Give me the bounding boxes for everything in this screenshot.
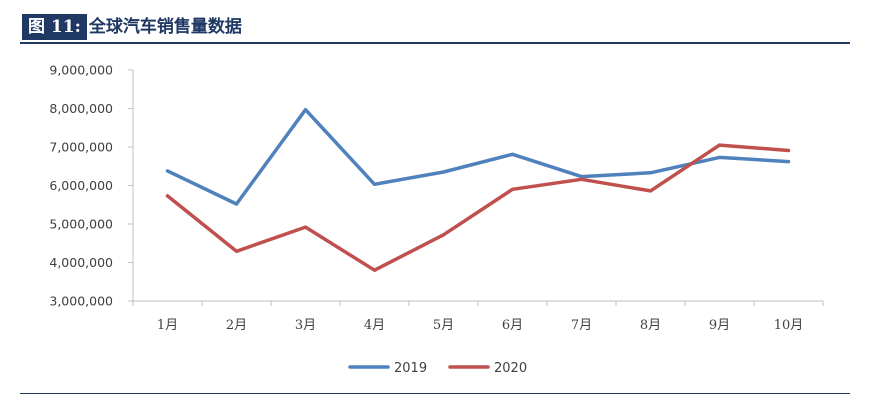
data-point-2019: [580, 175, 583, 179]
figure-header: 图 11: 全球汽车销售量数据: [22, 14, 242, 40]
legend-label-2020: 2020: [494, 361, 527, 376]
x-tick-label: 7月: [571, 318, 592, 333]
y-tick-label: 4,000,000: [49, 255, 113, 270]
x-tick-label: 5月: [433, 318, 454, 333]
x-tick-label: 4月: [364, 318, 385, 333]
y-axis-ticks: 3,000,000 4,000,000 5,000,000 6,000,000 7,00…: [49, 63, 133, 309]
data-point-2020: [442, 233, 445, 237]
data-point-2019: [373, 182, 376, 186]
y-tick-label: 6,000,000: [49, 178, 113, 193]
x-tick-label: 1月: [157, 318, 178, 333]
x-tick-label: 6月: [502, 318, 523, 333]
data-point-2020: [304, 225, 307, 229]
x-tick-label: 3月: [295, 318, 316, 333]
data-point-2019: [442, 170, 445, 174]
data-point-2020: [166, 194, 169, 198]
data-point-2020: [787, 149, 790, 152]
data-point-2020: [718, 143, 721, 147]
y-tick-label: 9,000,000: [49, 63, 113, 78]
y-tick-label: 5,000,000: [49, 217, 113, 232]
figure-label: 图 11:: [22, 14, 87, 40]
data-point-2020: [649, 189, 652, 193]
data-point-2019: [718, 155, 721, 159]
data-point-2019: [166, 169, 169, 173]
data-point-2019: [787, 160, 790, 164]
data-point-2019: [304, 108, 307, 112]
data-point-2020: [580, 177, 583, 181]
x-tick-label: 8月: [640, 318, 661, 333]
y-tick-label: 8,000,000: [49, 101, 113, 116]
legend-label-2019: 2019: [394, 361, 427, 376]
data-point-2019: [511, 152, 514, 156]
data-point-2020: [235, 249, 238, 253]
y-tick-label: 3,000,000: [49, 294, 113, 309]
data-point-2020: [373, 268, 376, 272]
data-point-2019: [235, 202, 238, 206]
chart-axes: [132, 70, 823, 302]
series-line-2019: [165, 107, 791, 206]
x-tick-label: 10月: [774, 318, 804, 333]
figure-title: 全球汽车销售量数据: [88, 17, 242, 37]
x-tick-label: 2月: [226, 318, 247, 333]
data-point-2019: [649, 171, 652, 175]
x-tick-label: 9月: [709, 318, 730, 333]
series-line-2020: [165, 143, 791, 272]
y-tick-label: 7,000,000: [49, 140, 113, 155]
chart-legend: 2019 2020: [348, 361, 527, 376]
data-point-2020: [511, 187, 514, 191]
x-axis-ticks: 1月 2月 3月 4月 5月 6月 7月 8月 9月 10月: [132, 301, 824, 333]
footer-rule: [20, 393, 850, 394]
chart-series: [165, 107, 791, 272]
header-rule: [20, 42, 850, 44]
